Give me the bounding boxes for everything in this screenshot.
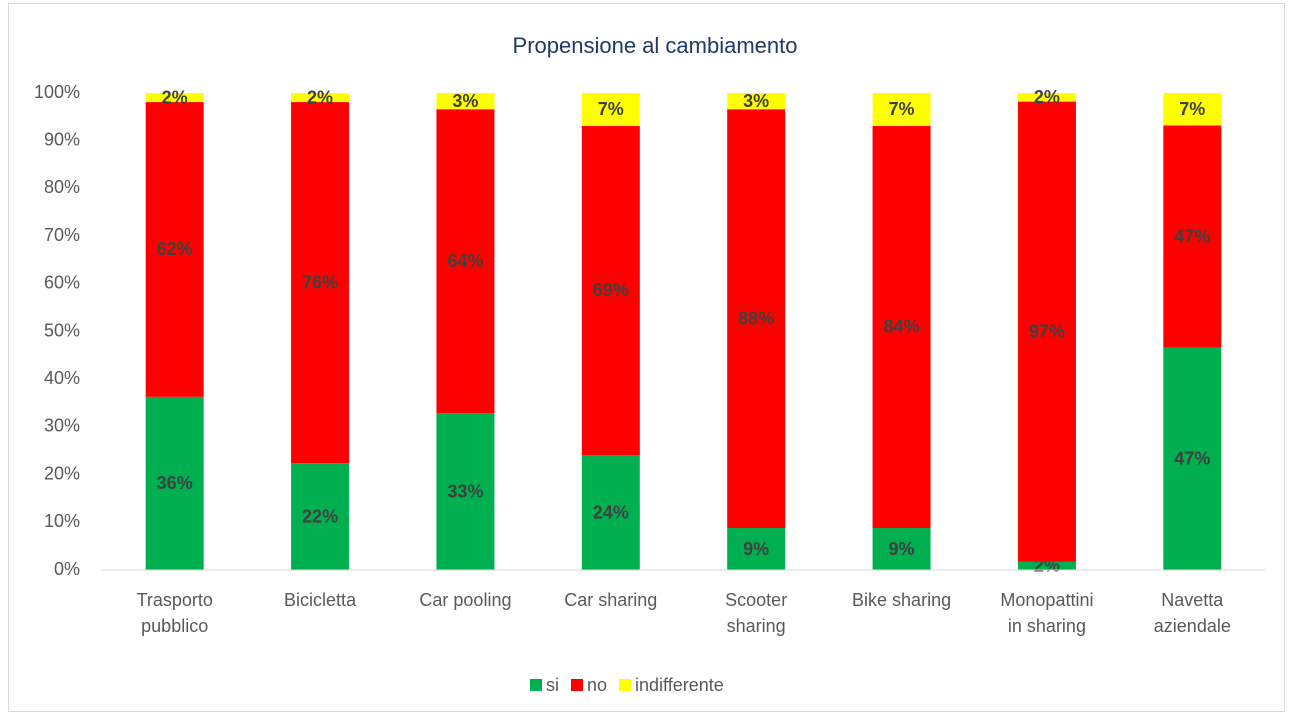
x-tick-label: Bike sharing — [852, 590, 951, 610]
data-label: 2% — [307, 87, 333, 107]
bar-segment — [872, 125, 931, 529]
data-label: 7% — [889, 99, 915, 119]
data-label: 33% — [447, 481, 483, 501]
bar-segment — [436, 93, 495, 110]
bar-segment — [436, 109, 495, 414]
data-label: 76% — [302, 272, 338, 292]
y-tick-label: 70% — [44, 225, 80, 245]
legend-swatch — [571, 679, 583, 691]
data-label: 22% — [302, 506, 338, 526]
data-label: 7% — [598, 99, 624, 119]
data-label: 2% — [1034, 87, 1060, 107]
data-label: 64% — [447, 251, 483, 271]
legend-label: no — [587, 675, 607, 695]
bar-segment — [1163, 347, 1222, 570]
x-tick-label: Car sharing — [564, 590, 657, 610]
y-tick-label: 80% — [44, 177, 80, 197]
bar-segment — [872, 93, 931, 126]
bar-segment — [581, 125, 640, 456]
data-label: 7% — [1179, 99, 1205, 119]
chart-title: Propensione al cambiamento — [513, 33, 798, 58]
legend-label: si — [546, 675, 559, 695]
x-tick-label: Car pooling — [419, 590, 511, 610]
data-label: 88% — [738, 308, 774, 328]
legend-label: indifferente — [635, 675, 724, 695]
y-tick-label: 30% — [44, 416, 80, 436]
y-tick-label: 20% — [44, 463, 80, 483]
bar-segment — [727, 93, 786, 110]
legend-swatch — [619, 679, 632, 691]
data-label: 97% — [1029, 321, 1065, 341]
bar-segment — [145, 396, 204, 570]
bar-segment — [291, 102, 350, 464]
data-label: 47% — [1174, 226, 1210, 246]
bar-segment — [1163, 125, 1222, 348]
bar-segment — [581, 455, 640, 570]
data-label: 24% — [593, 502, 629, 522]
bar-segment — [1163, 93, 1222, 126]
bar-segment — [727, 528, 786, 570]
y-tick-label: 40% — [44, 368, 80, 388]
y-tick-label: 60% — [44, 273, 80, 293]
y-tick-label: 0% — [54, 559, 80, 579]
legend-swatch — [530, 679, 542, 691]
bar-segment — [291, 93, 350, 103]
data-label: 47% — [1174, 449, 1210, 469]
data-label: 69% — [593, 280, 629, 300]
bar-segment — [581, 93, 640, 126]
data-label: 2% — [162, 87, 188, 107]
y-tick-label: 10% — [44, 511, 80, 531]
bar-segment — [1017, 93, 1076, 102]
data-label: 62% — [157, 239, 193, 259]
bar-segment — [145, 102, 204, 397]
y-tick-label: 90% — [44, 129, 80, 149]
data-label: 9% — [889, 539, 915, 559]
bar-segment — [436, 413, 495, 570]
data-label: 3% — [743, 91, 769, 111]
x-tick-label: Monopattini in sharing — [1000, 590, 1093, 636]
y-tick-label: 100% — [34, 82, 80, 102]
data-label: 9% — [743, 539, 769, 559]
bar-segment — [1017, 101, 1076, 562]
x-tick-label: Trasporto pubblico — [137, 590, 213, 636]
bar-segment — [291, 463, 350, 570]
data-label: 3% — [452, 91, 478, 111]
bar-segment — [727, 109, 786, 529]
data-label: 84% — [884, 317, 920, 337]
bar-segment — [145, 93, 204, 103]
x-tick-label: Navetta aziendale — [1154, 590, 1231, 636]
data-label: 36% — [157, 473, 193, 493]
x-tick-label: Bicicletta — [284, 590, 357, 610]
bar-segment — [1017, 561, 1076, 570]
x-tick-label: Scooter sharing — [725, 590, 787, 636]
bar-segment — [872, 528, 931, 570]
y-tick-label: 50% — [44, 320, 80, 340]
